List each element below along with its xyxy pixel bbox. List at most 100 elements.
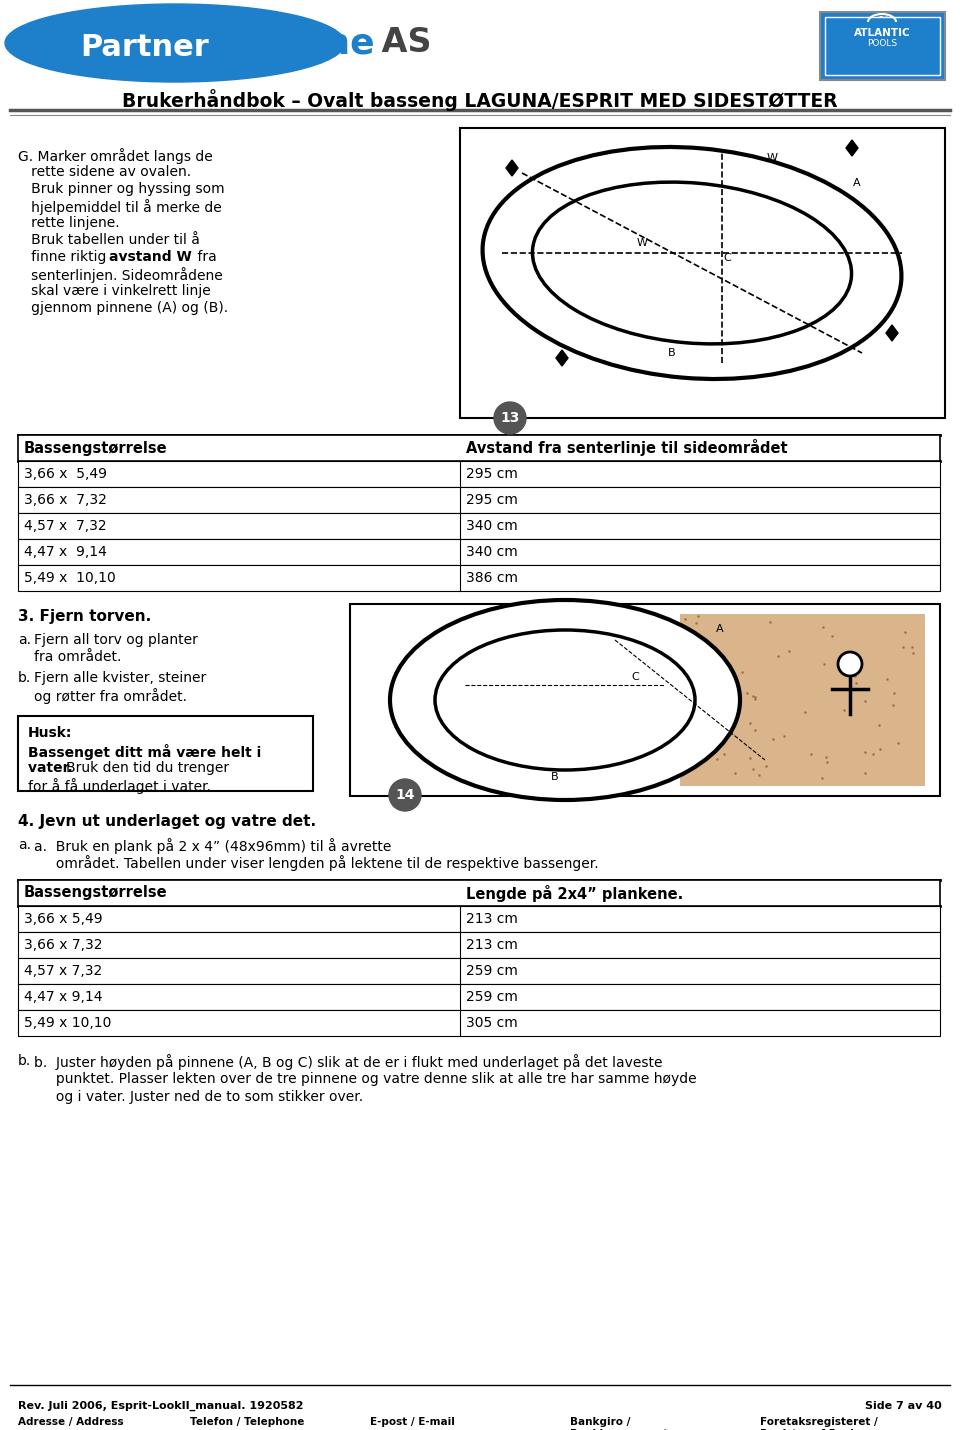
Bar bbox=[18, 958, 940, 984]
Text: 13: 13 bbox=[500, 410, 519, 425]
Ellipse shape bbox=[390, 601, 740, 799]
Text: 213 cm: 213 cm bbox=[466, 938, 517, 952]
Text: 3. Fjern torven.: 3. Fjern torven. bbox=[18, 609, 152, 623]
Text: b.: b. bbox=[18, 1054, 32, 1068]
Text: vater.: vater. bbox=[28, 761, 78, 775]
Text: A: A bbox=[716, 623, 724, 633]
Text: 3,66 x 7,32: 3,66 x 7,32 bbox=[24, 938, 103, 952]
Bar bbox=[18, 460, 940, 488]
Text: Line: Line bbox=[290, 26, 375, 60]
Text: Bankgiro /
Banking account: Bankgiro / Banking account bbox=[570, 1417, 668, 1430]
Circle shape bbox=[838, 652, 862, 676]
Bar bbox=[18, 1010, 940, 1035]
Text: gjennom pinnene (A) og (B).: gjennom pinnene (A) og (B). bbox=[18, 300, 228, 315]
Ellipse shape bbox=[435, 631, 695, 769]
Ellipse shape bbox=[533, 182, 852, 343]
Text: Husk:: Husk: bbox=[28, 726, 72, 739]
Text: 340 cm: 340 cm bbox=[466, 545, 517, 559]
Text: b.  Juster høyden på pinnene (A, B og C) slik at de er i flukt med underlaget på: b. Juster høyden på pinnene (A, B og C) … bbox=[34, 1054, 662, 1070]
Text: C: C bbox=[723, 253, 731, 263]
Text: 14: 14 bbox=[396, 788, 415, 802]
Text: Fjern alle kvister, steiner: Fjern alle kvister, steiner bbox=[34, 671, 206, 685]
Text: Bassenget ditt må være helt i: Bassenget ditt må være helt i bbox=[28, 744, 261, 759]
Bar bbox=[460, 129, 945, 418]
Text: a.: a. bbox=[18, 838, 31, 852]
Text: 4,57 x 7,32: 4,57 x 7,32 bbox=[24, 964, 103, 978]
Text: rette sidene av ovalen.: rette sidene av ovalen. bbox=[18, 164, 191, 179]
Text: B: B bbox=[668, 347, 676, 358]
Text: 4. Jevn ut underlaget og vatre det.: 4. Jevn ut underlaget og vatre det. bbox=[18, 814, 316, 829]
Bar bbox=[18, 435, 940, 460]
Text: E-post / E-mail: E-post / E-mail bbox=[370, 1417, 455, 1427]
Text: 5,49 x 10,10: 5,49 x 10,10 bbox=[24, 1015, 111, 1030]
Bar bbox=[18, 907, 940, 932]
Bar bbox=[18, 984, 940, 1010]
Text: fra området.: fra området. bbox=[34, 651, 121, 664]
Text: B: B bbox=[551, 772, 559, 782]
Text: Foretaksregisteret /
Register of Business
Enterprises: Foretaksregisteret / Register of Busines… bbox=[760, 1417, 880, 1430]
Bar bbox=[18, 513, 940, 539]
Text: 340 cm: 340 cm bbox=[466, 519, 517, 533]
Bar bbox=[825, 17, 940, 74]
Text: Bruk pinner og hyssing som: Bruk pinner og hyssing som bbox=[18, 182, 225, 196]
Text: Bruk den tid du trenger: Bruk den tid du trenger bbox=[66, 761, 229, 775]
Text: Side 7 av 40: Side 7 av 40 bbox=[865, 1401, 942, 1411]
Text: Telefon / Telephone: Telefon / Telephone bbox=[190, 1417, 304, 1427]
Text: 295 cm: 295 cm bbox=[466, 493, 517, 508]
Text: og i vater. Juster ned de to som stikker over.: og i vater. Juster ned de to som stikker… bbox=[34, 1090, 363, 1104]
Text: ATLANTIC: ATLANTIC bbox=[853, 29, 910, 39]
Text: 4,57 x  7,32: 4,57 x 7,32 bbox=[24, 519, 107, 533]
Text: AS: AS bbox=[370, 27, 431, 60]
Ellipse shape bbox=[5, 4, 345, 82]
Text: Bassengstørrelse: Bassengstørrelse bbox=[24, 440, 168, 456]
Bar bbox=[680, 613, 925, 787]
Text: 213 cm: 213 cm bbox=[466, 912, 517, 927]
Text: Bruk tabellen under til å: Bruk tabellen under til å bbox=[18, 233, 200, 247]
Text: a.: a. bbox=[18, 633, 31, 646]
Text: 5,49 x  10,10: 5,49 x 10,10 bbox=[24, 571, 116, 585]
Text: Avstand fra senterlinje til sideområdet: Avstand fra senterlinje til sideområdet bbox=[466, 439, 787, 456]
Text: senterlinjen. Sideområdene: senterlinjen. Sideområdene bbox=[18, 267, 223, 283]
Text: 4,47 x  9,14: 4,47 x 9,14 bbox=[24, 545, 107, 559]
Text: Fjern all torv og planter: Fjern all torv og planter bbox=[34, 633, 198, 646]
Text: Adresse / Address: Adresse / Address bbox=[18, 1417, 124, 1427]
Polygon shape bbox=[846, 140, 858, 156]
Text: 3,66 x 5,49: 3,66 x 5,49 bbox=[24, 912, 103, 927]
Text: W: W bbox=[766, 153, 778, 163]
Polygon shape bbox=[506, 160, 518, 176]
Text: 3,66 x  5,49: 3,66 x 5,49 bbox=[24, 468, 107, 480]
Bar bbox=[350, 603, 940, 797]
Text: 386 cm: 386 cm bbox=[466, 571, 518, 585]
Text: finne riktig: finne riktig bbox=[18, 250, 110, 265]
Polygon shape bbox=[556, 350, 568, 366]
Text: C: C bbox=[631, 672, 638, 682]
Circle shape bbox=[389, 779, 421, 811]
Text: a.  Bruk en plank på 2 x 4” (48x96mm) til å avrette: a. Bruk en plank på 2 x 4” (48x96mm) til… bbox=[34, 838, 392, 854]
Bar bbox=[18, 488, 940, 513]
Bar bbox=[18, 539, 940, 565]
Bar bbox=[18, 932, 940, 958]
Text: W: W bbox=[636, 237, 647, 247]
Text: hjelpemiddel til å merke de: hjelpemiddel til å merke de bbox=[18, 199, 222, 214]
Text: 305 cm: 305 cm bbox=[466, 1015, 517, 1030]
Bar bbox=[18, 716, 313, 791]
Text: POOLS: POOLS bbox=[867, 40, 897, 49]
Text: 3,66 x  7,32: 3,66 x 7,32 bbox=[24, 493, 107, 508]
Text: skal være i vinkelrett linje: skal være i vinkelrett linje bbox=[18, 285, 211, 297]
Text: 259 cm: 259 cm bbox=[466, 990, 517, 1004]
Text: G. Marker området langs de: G. Marker området langs de bbox=[18, 147, 213, 164]
Text: området. Tabellen under viser lengden på lektene til de respektive bassenger.: området. Tabellen under viser lengden på… bbox=[34, 855, 599, 871]
Bar bbox=[18, 879, 940, 907]
Text: Bassengstørrelse: Bassengstørrelse bbox=[24, 885, 168, 901]
Text: avstand W: avstand W bbox=[109, 250, 192, 265]
Text: rette linjene.: rette linjene. bbox=[18, 216, 120, 230]
Polygon shape bbox=[886, 325, 898, 340]
Text: for å få underlaget i vater.: for å få underlaget i vater. bbox=[28, 778, 211, 794]
Text: b.: b. bbox=[18, 671, 32, 685]
Bar bbox=[820, 11, 945, 80]
Text: 259 cm: 259 cm bbox=[466, 964, 517, 978]
Text: Brukerhåndbok – Ovalt basseng LAGUNA/ESPRIT MED SIDESTØTTER: Brukerhåndbok – Ovalt basseng LAGUNA/ESP… bbox=[122, 89, 838, 112]
Text: 295 cm: 295 cm bbox=[466, 468, 517, 480]
Ellipse shape bbox=[483, 147, 901, 379]
Bar bbox=[18, 565, 940, 591]
